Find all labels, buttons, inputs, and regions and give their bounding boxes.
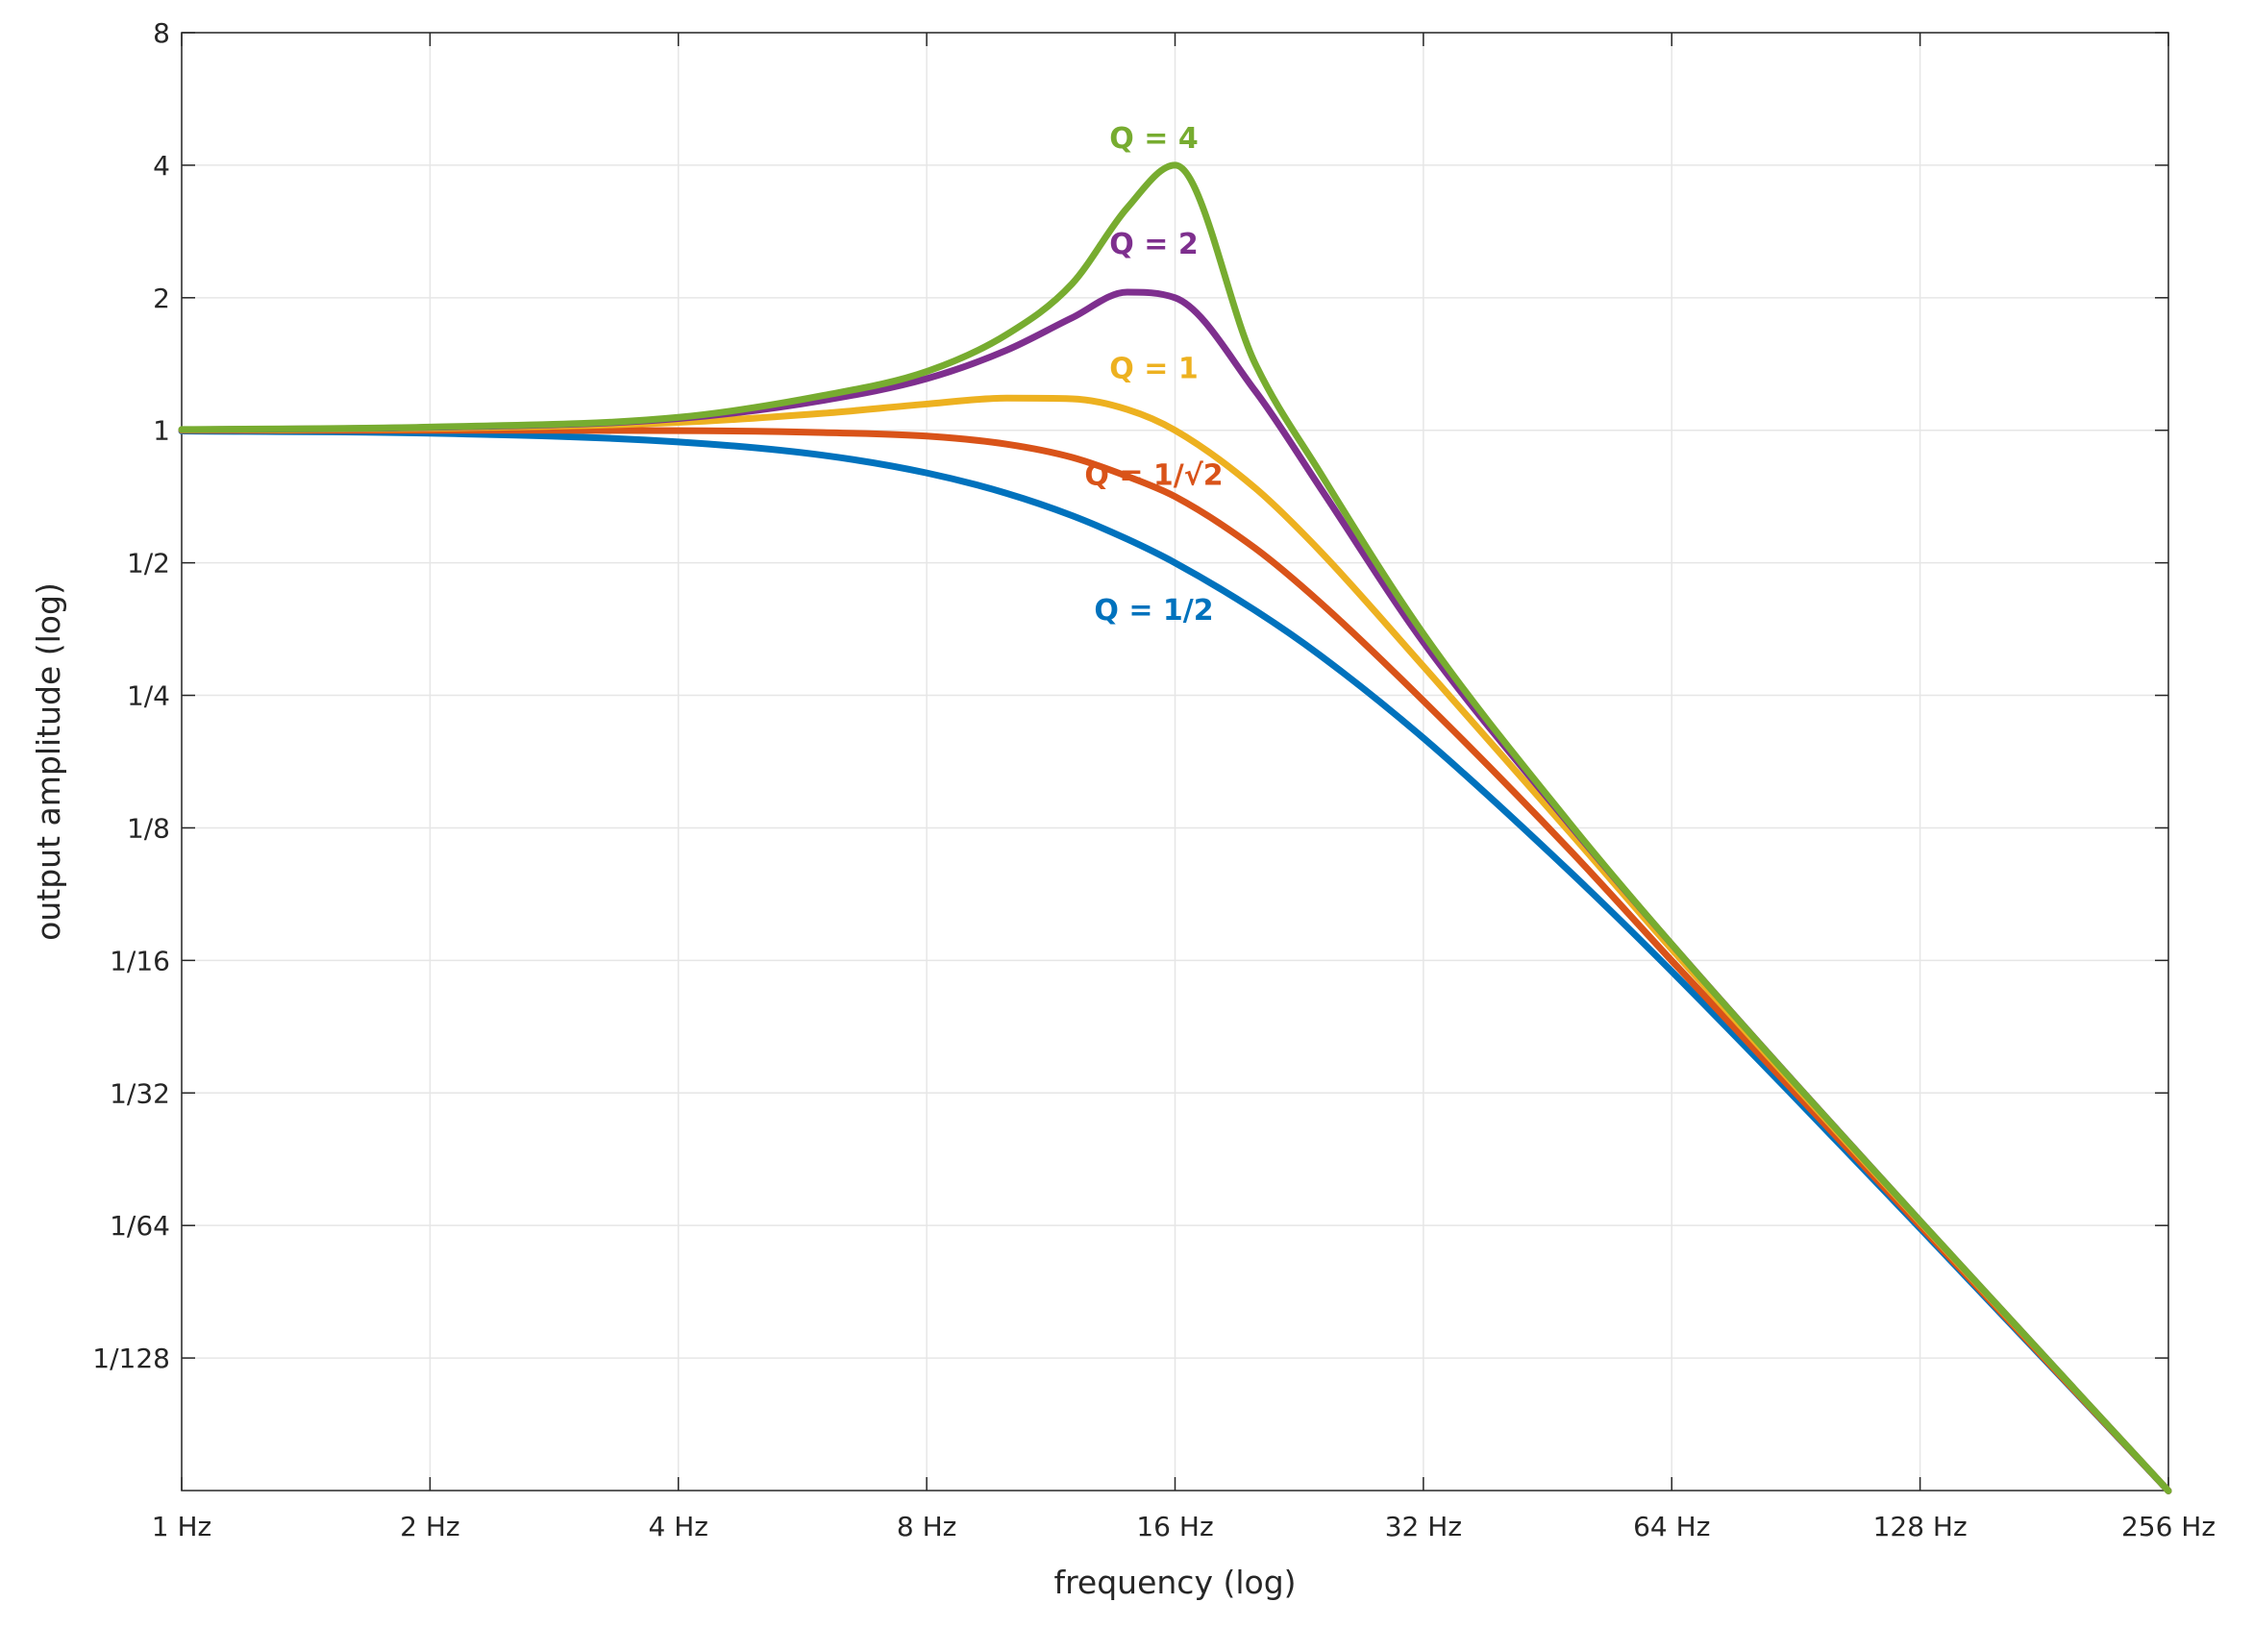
y-tick-label: 8 [153,17,170,49]
series-line [178,427,2172,1494]
y-axis-title: output amplitude (log) [30,582,67,941]
y-tick-label: 1 [153,415,170,447]
axis-ticks: 1 Hz 2 Hz 4 Hz 8 Hz 16 Hz 32 Hz 64 Hz 128 Hz 256… [92,17,2216,1542]
y-tick-label: 4 [153,150,170,182]
series-labels: Q = 1/2 Q = 1/√2 Q = 1 Q = 2 Q = 4 [1084,122,1223,628]
series-line [178,161,2172,1494]
x-tick-label: 1 Hz [152,1511,211,1542]
x-tick-label: 16 Hz [1136,1511,1213,1542]
series-label: Q = 1/2 [1094,594,1213,628]
x-tick-label: 4 Hz [649,1511,708,1542]
x-tick-label: 8 Hz [897,1511,956,1542]
x-tick-label: 128 Hz [1873,1511,1968,1542]
series-line [178,428,2172,1494]
y-tick-label: 2 [153,283,170,314]
x-tick-label: 256 Hz [2121,1511,2216,1542]
series-label: Q = 1 [1109,353,1198,386]
x-axis-title: frequency (log) [1053,1564,1296,1601]
series-label: Q = 1/√2 [1084,459,1223,493]
y-tick-label: 1/8 [127,812,170,844]
series-label: Q = 2 [1109,228,1198,261]
y-tick-label: 1/128 [92,1343,170,1374]
y-tick-label: 1/32 [110,1077,170,1109]
x-tick-label: 64 Hz [1633,1511,1710,1542]
x-tick-label: 32 Hz [1385,1511,1462,1542]
y-tick-label: 1/16 [110,945,170,976]
series-curves [178,161,2172,1494]
x-tick-label: 2 Hz [400,1511,459,1542]
y-tick-label: 1/4 [127,680,170,712]
y-tick-label: 1/64 [110,1210,170,1242]
series-label: Q = 4 [1109,122,1198,156]
y-tick-label: 1/2 [127,548,170,579]
